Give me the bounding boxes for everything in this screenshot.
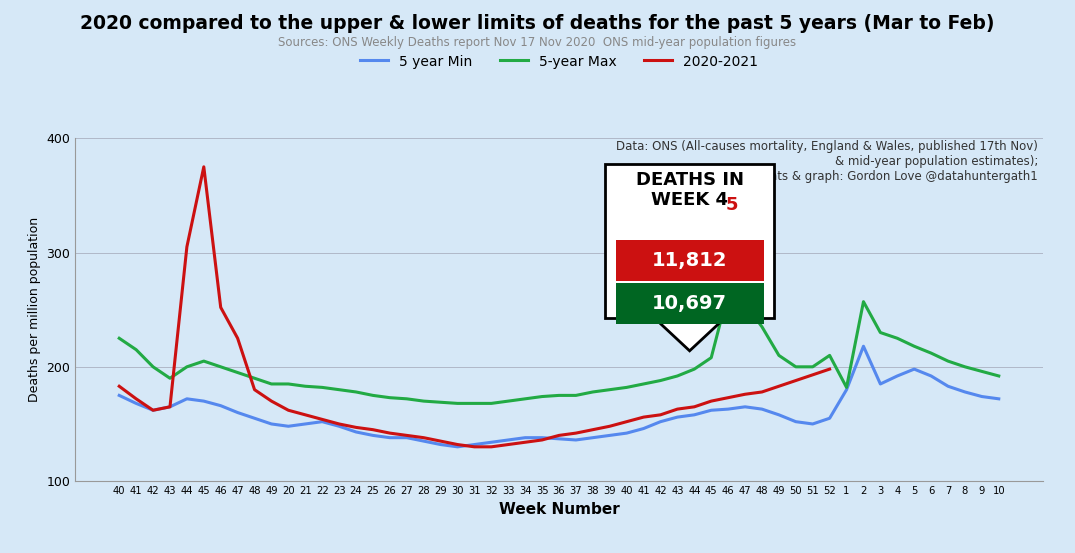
2020-2021 [113,383,126,389]
Text: Data: ONS (All-causes mortality, England & Wales, published 17th Nov)
& mid-year: Data: ONS (All-causes mortality, England… [616,140,1038,183]
5-year Max [113,335,126,342]
2020-2021 [789,377,802,384]
FancyBboxPatch shape [616,241,763,281]
FancyBboxPatch shape [605,164,774,319]
Text: 10,697: 10,697 [653,294,727,313]
5-year Max [637,380,650,387]
2020-2021 [671,406,684,413]
5-year Max [688,366,701,372]
5 year Min [654,419,666,425]
5 year Min [452,444,464,450]
Text: Sources: ONS Weekly Deaths report Nov 17 Nov 2020  ONS mid-year population figur: Sources: ONS Weekly Deaths report Nov 17… [278,36,797,49]
2020-2021 [620,419,633,425]
Text: DEATHS IN
WEEK 4: DEATHS IN WEEK 4 [635,171,744,209]
5-year Max [992,373,1005,379]
5 year Min [857,343,870,349]
Polygon shape [653,316,727,351]
Line: 5 year Min: 5 year Min [119,346,999,447]
5-year Max [654,377,666,384]
Text: 5: 5 [726,196,737,213]
FancyBboxPatch shape [616,283,763,324]
5-year Max [823,352,836,359]
5 year Min [705,407,718,414]
Legend: 5 year Min, 5-year Max, 2020-2021: 5 year Min, 5-year Max, 2020-2021 [355,49,763,74]
Line: 2020-2021: 2020-2021 [119,167,830,447]
Text: 11,812: 11,812 [651,251,728,270]
5 year Min [688,411,701,418]
Line: 5-year Max: 5-year Max [119,293,999,403]
Text: 2020 compared to the upper & lower limits of deaths for the past 5 years (Mar to: 2020 compared to the upper & lower limit… [81,14,994,33]
5 year Min [637,425,650,432]
X-axis label: Week Number: Week Number [499,502,619,517]
2020-2021 [349,424,362,431]
5 year Min [113,392,126,399]
5-year Max [721,289,734,296]
5 year Min [992,395,1005,402]
2020-2021 [637,414,650,420]
5 year Min [806,421,819,427]
5-year Max [705,354,718,361]
5-year Max [349,389,362,395]
5-year Max [452,400,464,406]
Y-axis label: Deaths per million population: Deaths per million population [28,217,41,402]
5 year Min [349,429,362,435]
